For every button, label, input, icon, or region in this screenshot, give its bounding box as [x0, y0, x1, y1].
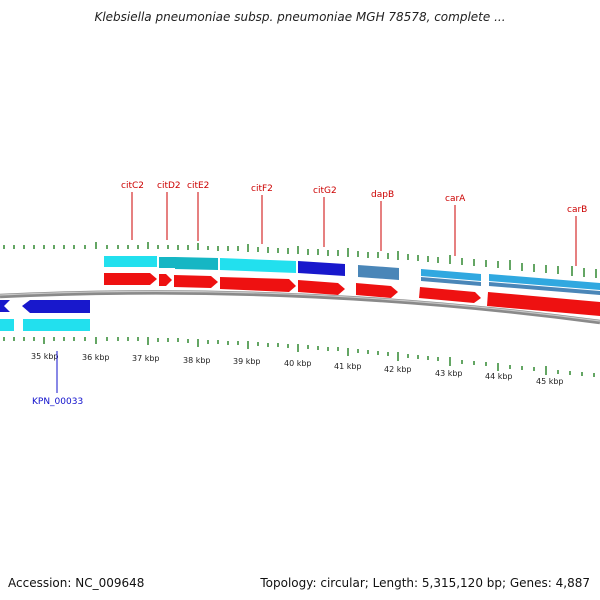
cds-reverse-2[interactable]	[22, 300, 90, 313]
label-leaders	[131, 192, 577, 266]
accession-text: Accession: NC_009648	[8, 576, 145, 590]
kbp-label-35: 35 kbp	[31, 352, 59, 361]
dapB-feature[interactable]	[358, 265, 399, 280]
kbp-label-40: 40 kbp	[284, 359, 312, 368]
citE2-feature[interactable]	[175, 257, 218, 270]
kbp-label-36: 36 kbp	[82, 353, 110, 362]
gene-label-citD2[interactable]: citD2	[157, 181, 181, 191]
carA-feature[interactable]	[421, 269, 481, 281]
feature-track-outer	[104, 256, 600, 295]
gene-label-citF2[interactable]: citF2	[251, 184, 273, 194]
kbp-label-43: 43 kbp	[435, 369, 463, 378]
gene-label-citG2[interactable]: citG2	[313, 186, 337, 196]
upper-tick-track	[3, 242, 597, 278]
kbp-label-44: 44 kbp	[485, 372, 513, 381]
genome-title: Klebsiella pneumoniae subsp. pneumoniae …	[94, 10, 506, 24]
gene-label-dapB[interactable]: dapB	[371, 190, 394, 200]
kbp-label-42: 42 kbp	[384, 365, 412, 374]
cds-carA[interactable]	[419, 287, 481, 303]
locus-label-KPN_00033[interactable]: KPN_00033	[32, 397, 83, 407]
cds-track-forward	[104, 273, 600, 316]
kbp-label-45: 45 kbp	[536, 377, 564, 386]
cds-reverse-1[interactable]	[0, 300, 10, 312]
gene-label-citC2[interactable]: citC2	[121, 181, 144, 191]
cds-citE2[interactable]	[174, 275, 218, 288]
carB-feature[interactable]	[489, 274, 600, 290]
genome-summary-text: Topology: circular; Length: 5,315,120 bp…	[260, 576, 590, 590]
kbp-label-38: 38 kbp	[183, 356, 211, 365]
cds-citD2[interactable]	[159, 274, 172, 286]
gene-label-carB[interactable]: carB	[567, 205, 587, 215]
kbp-label-37: 37 kbp	[132, 354, 160, 363]
genome-backbone	[0, 290, 600, 325]
cds-citF2[interactable]	[220, 277, 296, 292]
kbp-label-39: 39 kbp	[233, 357, 261, 366]
gene-label-carA[interactable]: carA	[445, 194, 466, 204]
lower-tick-track	[3, 337, 595, 377]
reverse-strand-features	[0, 300, 90, 331]
citC2-feature[interactable]	[104, 256, 157, 267]
citD2-feature[interactable]	[159, 257, 175, 268]
kbp-label-41: 41 kbp	[334, 362, 362, 371]
cds-dapB[interactable]	[356, 283, 398, 298]
KPN_00033-feature[interactable]	[23, 319, 90, 331]
citG2-feature[interactable]	[298, 261, 345, 276]
cds-carB[interactable]	[487, 292, 600, 316]
cds-citC2[interactable]	[104, 273, 157, 285]
cds-citG2[interactable]	[298, 280, 345, 295]
citF2-feature[interactable]	[220, 258, 296, 273]
gene-label-citE2[interactable]: citE2	[187, 181, 209, 191]
